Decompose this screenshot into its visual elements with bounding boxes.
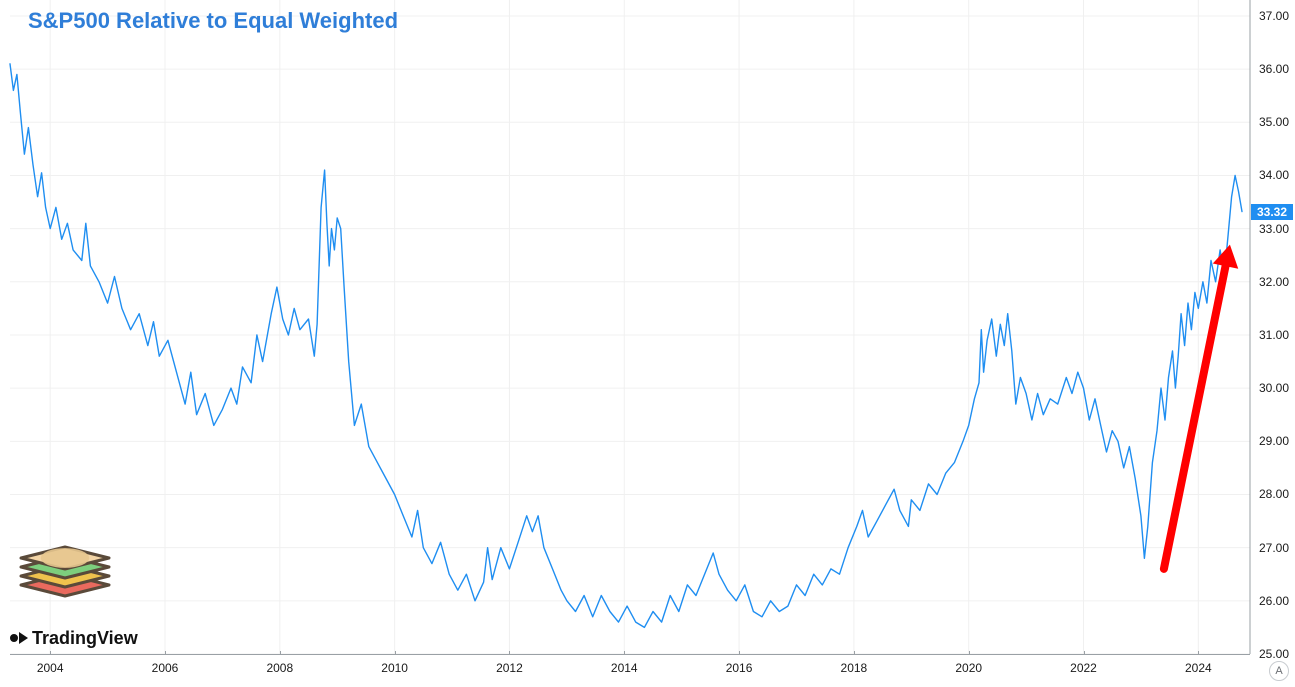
auto-scale-label: A	[1275, 665, 1282, 677]
stack-logo-icon	[10, 536, 120, 626]
x-tick	[165, 651, 166, 655]
y-tick-label: 28.00	[1259, 487, 1289, 501]
y-tick-label: 37.00	[1259, 9, 1289, 23]
x-tick-label: 2008	[266, 661, 293, 675]
y-tick-label: 34.00	[1259, 168, 1289, 182]
price-line	[10, 64, 1242, 628]
grid	[10, 0, 1250, 654]
y-tick-label: 27.00	[1259, 541, 1289, 555]
x-tick-label: 2024	[1185, 661, 1212, 675]
x-tick	[280, 651, 281, 655]
last-price-value: 33.32	[1257, 205, 1287, 219]
y-tick-label: 32.00	[1259, 275, 1289, 289]
y-tick-label: 30.00	[1259, 381, 1289, 395]
x-tick	[969, 651, 970, 655]
tradingview-glyph-icon	[10, 632, 28, 646]
x-tick	[624, 651, 625, 655]
chart-container: S&P500 Relative to Equal Weighted 25.00 2…	[0, 0, 1295, 687]
x-tick-label: 2018	[841, 661, 868, 675]
tradingview-brand: TradingView	[10, 628, 138, 649]
x-tick	[50, 651, 51, 655]
x-tick-label: 2004	[37, 661, 64, 675]
chart-title: S&P500 Relative to Equal Weighted	[28, 8, 398, 34]
plot-area[interactable]	[10, 0, 1250, 654]
tradingview-label: TradingView	[32, 628, 138, 649]
x-tick-label: 2016	[726, 661, 753, 675]
x-tick	[854, 651, 855, 655]
x-tick	[1198, 651, 1199, 655]
branding-block: TradingView	[10, 536, 138, 649]
x-tick-label: 2006	[152, 661, 179, 675]
x-tick	[1084, 651, 1085, 655]
x-tick	[509, 651, 510, 655]
x-tick	[739, 651, 740, 655]
y-tick-label: 31.00	[1259, 328, 1289, 342]
x-tick	[395, 651, 396, 655]
x-axis: 2004 2006 2008 2010 2012 2014 2016 2018 2020 2022…	[10, 654, 1250, 687]
y-tick-label: 25.00	[1259, 647, 1289, 661]
x-tick-label: 2014	[611, 661, 638, 675]
y-tick-label: 35.00	[1259, 115, 1289, 129]
plot-svg	[10, 0, 1250, 654]
x-tick-label: 2010	[381, 661, 408, 675]
y-tick-label: 29.00	[1259, 434, 1289, 448]
x-tick-label: 2022	[1070, 661, 1097, 675]
y-axis-labels: 25.0026.0027.0028.0029.0030.0031.0032.00…	[1250, 0, 1295, 654]
last-price-tag: 33.32	[1251, 204, 1293, 220]
y-tick-label: 33.00	[1259, 222, 1289, 236]
y-tick-label: 26.00	[1259, 594, 1289, 608]
y-tick-label: 36.00	[1259, 62, 1289, 76]
x-tick-label: 2012	[496, 661, 523, 675]
auto-scale-badge[interactable]: A	[1269, 661, 1289, 681]
x-tick-label: 2020	[955, 661, 982, 675]
